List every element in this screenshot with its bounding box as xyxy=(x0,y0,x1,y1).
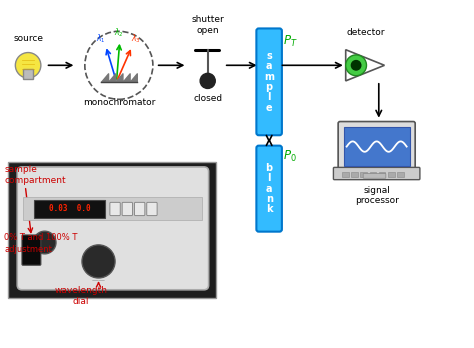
Circle shape xyxy=(33,231,56,254)
Text: b
l
a
n
k: b l a n k xyxy=(265,163,273,214)
Text: wavelength
dial: wavelength dial xyxy=(55,286,108,306)
Text: closed: closed xyxy=(193,94,222,103)
FancyBboxPatch shape xyxy=(34,199,105,218)
FancyBboxPatch shape xyxy=(8,162,216,298)
FancyBboxPatch shape xyxy=(256,29,282,135)
Text: $P_0$: $P_0$ xyxy=(283,149,297,164)
FancyBboxPatch shape xyxy=(17,167,209,290)
Text: signal
processor: signal processor xyxy=(355,186,399,205)
Text: 0% T and 100% T
adjustment: 0% T and 100% T adjustment xyxy=(4,234,78,254)
FancyBboxPatch shape xyxy=(370,172,376,177)
FancyBboxPatch shape xyxy=(23,197,202,220)
Text: detector: detector xyxy=(346,28,385,37)
Text: source: source xyxy=(13,34,43,42)
Text: $\lambda_1$: $\lambda_1$ xyxy=(96,33,106,45)
FancyBboxPatch shape xyxy=(122,202,133,216)
FancyBboxPatch shape xyxy=(344,127,410,166)
Circle shape xyxy=(346,55,366,76)
FancyBboxPatch shape xyxy=(135,202,145,216)
Text: sample
compartment: sample compartment xyxy=(4,165,66,185)
FancyBboxPatch shape xyxy=(388,172,395,177)
FancyBboxPatch shape xyxy=(147,202,157,216)
Circle shape xyxy=(351,61,361,70)
Text: 0.03  0.0: 0.03 0.0 xyxy=(49,204,91,213)
Text: $P_T$: $P_T$ xyxy=(283,34,298,49)
Text: $\lambda_3$: $\lambda_3$ xyxy=(131,33,141,45)
Circle shape xyxy=(200,73,215,88)
Polygon shape xyxy=(346,50,384,81)
Text: s
a
m
p
l
e: s a m p l e xyxy=(264,51,274,113)
Circle shape xyxy=(82,245,115,278)
FancyBboxPatch shape xyxy=(22,235,41,265)
FancyBboxPatch shape xyxy=(333,167,420,180)
FancyBboxPatch shape xyxy=(351,172,358,177)
FancyBboxPatch shape xyxy=(338,121,415,172)
FancyBboxPatch shape xyxy=(363,174,386,178)
FancyBboxPatch shape xyxy=(360,172,367,177)
FancyBboxPatch shape xyxy=(379,172,385,177)
FancyBboxPatch shape xyxy=(110,202,120,216)
Text: $\lambda_2$: $\lambda_2$ xyxy=(114,27,124,39)
FancyBboxPatch shape xyxy=(342,172,348,177)
FancyBboxPatch shape xyxy=(397,172,404,177)
FancyBboxPatch shape xyxy=(256,146,282,232)
FancyBboxPatch shape xyxy=(23,69,33,79)
Text: monochromator: monochromator xyxy=(82,98,155,107)
Text: ——: —— xyxy=(91,277,106,283)
Circle shape xyxy=(15,53,41,78)
Text: shutter
open: shutter open xyxy=(191,15,224,34)
